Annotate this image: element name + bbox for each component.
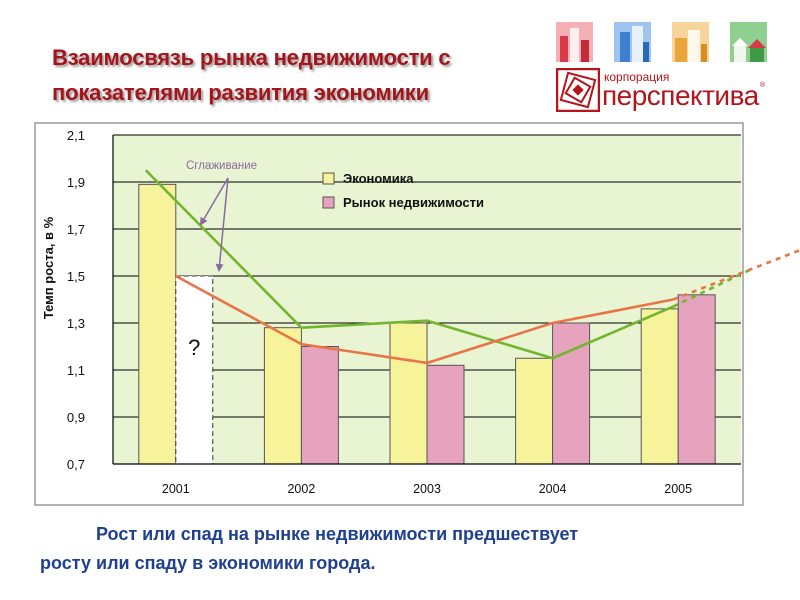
trend-line: [144, 169, 674, 360]
y-tick-label: 1,1: [67, 363, 85, 378]
legend-swatch: [322, 172, 335, 185]
bar-economy: [138, 183, 177, 465]
legend-swatch: [322, 196, 335, 209]
slide-caption: Рост или спад на рынке недвижимости пред…: [40, 520, 740, 578]
x-tick-label: 2003: [413, 482, 441, 496]
caption-line-2: росту или спаду в экономики города.: [40, 553, 376, 573]
company-logo: корпорация перспектива ®: [556, 68, 770, 114]
bar-economy: [640, 308, 679, 465]
logo-mark-icon: [556, 68, 600, 112]
logo-brand-text: перспектива: [602, 80, 759, 111]
bar-real-estate: [552, 322, 591, 465]
annotation-arrow-1: [199, 177, 229, 226]
bar-economy: [515, 357, 554, 465]
building-tile-icon: [672, 22, 709, 62]
registered-mark: ®: [760, 82, 766, 89]
trend-line: [175, 274, 674, 365]
y-tick-label: 1,7: [67, 222, 85, 237]
bar-real-estate: [300, 346, 339, 465]
smoothing-annotation: Сглаживание: [186, 160, 257, 172]
title-line-2: показателями развития экономики: [52, 80, 429, 105]
y-tick-label: 1,3: [67, 316, 85, 331]
bar-real-estate: [677, 294, 716, 465]
bar-economy: [263, 327, 302, 465]
y-tick-label: 0,9: [67, 410, 85, 425]
y-tick-label: 2,1: [67, 128, 85, 143]
bar-real-estate-unknown: [175, 275, 214, 465]
y-tick-label: 1,9: [67, 175, 85, 190]
unknown-value-label: ?: [188, 335, 200, 360]
logo-picture-tiles: [556, 22, 770, 64]
x-tick-label: 2005: [664, 482, 692, 496]
bar-economy: [389, 322, 428, 465]
x-tick-label: 2001: [162, 482, 190, 496]
legend-label: Рынок недвижимости: [343, 195, 484, 210]
trend-line-extrapolation: [672, 248, 800, 301]
y-axis-label: Темп роста, в %: [41, 216, 56, 319]
x-tick-label: 2002: [287, 482, 315, 496]
title-line-1: Взаимосвязь рынка недвижимости с: [52, 45, 451, 70]
y-tick-label: 1,5: [67, 269, 85, 284]
x-tick-label: 2004: [539, 482, 567, 496]
city-tile-icon: [556, 22, 593, 62]
slide-title: Взаимосвязь рынка недвижимости с показат…: [52, 40, 522, 110]
logo-small-text: корпорация: [604, 70, 670, 84]
bar-real-estate: [426, 364, 465, 465]
caption-line-1: Рост или спад на рынке недвижимости пред…: [96, 524, 579, 544]
annotation-arrow-2: [215, 177, 229, 272]
houses-tile-icon: [730, 22, 767, 62]
y-tick-label: 0,7: [67, 457, 85, 472]
tower-tile-icon: [614, 22, 651, 62]
legend-label: Экономика: [343, 171, 414, 186]
